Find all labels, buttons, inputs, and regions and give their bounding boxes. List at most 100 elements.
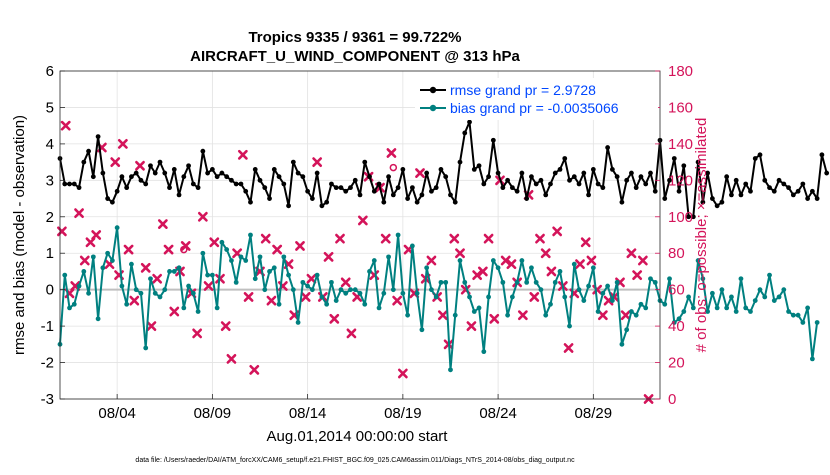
y-right-tick-label: 80 xyxy=(668,245,685,262)
obs-assimilated-marker xyxy=(295,241,305,251)
obs-assimilated-marker xyxy=(135,160,145,171)
rmse-data-point xyxy=(443,174,449,180)
bias-data-point xyxy=(214,305,220,311)
legend-bias-label: bias grand pr = -0.0035066 xyxy=(450,100,619,116)
bias-data-point xyxy=(762,294,768,300)
rmse-data-point xyxy=(705,170,711,176)
obs-assimilated-marker xyxy=(637,255,648,266)
bias-data-point xyxy=(205,272,211,278)
rmse-data-point xyxy=(86,148,91,154)
y-right-tick-label: 120 xyxy=(668,172,693,189)
rmse-data-point xyxy=(333,185,339,191)
bias-data-point xyxy=(757,287,763,293)
bias-data-point xyxy=(724,305,730,311)
y-left-tick-label: -3 xyxy=(41,391,54,408)
rmse-data-point xyxy=(533,181,539,187)
rmse-data-point xyxy=(252,167,258,172)
bias-data-point xyxy=(590,265,596,271)
obs-assimilated-marker xyxy=(392,295,403,306)
plot-frame xyxy=(59,70,661,400)
rmse-data-point xyxy=(471,167,477,172)
obs-assimilated-marker xyxy=(312,157,323,168)
rmse-data-point xyxy=(295,170,301,176)
legend: rmse grand pr = 2.9728 bias grand pr = -… xyxy=(415,78,658,120)
bias-data-point xyxy=(609,298,615,303)
rmse-data-point xyxy=(748,188,753,194)
rmse-data-point xyxy=(224,174,230,180)
rmse-data-point xyxy=(143,181,149,187)
rmse-data-point xyxy=(571,174,577,180)
bias-data-point xyxy=(700,276,706,282)
bias-data-point xyxy=(376,305,382,311)
y-left-tick-label: 0 xyxy=(46,282,54,299)
bias-data-point xyxy=(495,265,501,271)
y-axis-label-right: # of obs: o=possible; ×=assimilated xyxy=(693,118,710,353)
obs-assimilated-marker xyxy=(169,306,180,317)
bias-data-point xyxy=(600,290,606,296)
rmse-data-point xyxy=(633,185,639,191)
rmse-data-point xyxy=(676,188,682,194)
obs-possible-marker xyxy=(389,163,398,172)
obs-assimilated-marker xyxy=(455,248,465,259)
y-left-tick-label: 6 xyxy=(46,63,54,80)
bias-data-point xyxy=(462,279,468,285)
rmse-data-point xyxy=(200,148,206,154)
rmse-data-point xyxy=(119,174,125,180)
bias-data-point xyxy=(586,283,591,289)
rmse-data-point xyxy=(481,181,487,187)
y-right-tick-label: 100 xyxy=(668,209,693,226)
rmse-data-point xyxy=(800,181,806,187)
bias-data-point xyxy=(319,294,325,300)
rmse-data-point xyxy=(729,192,734,198)
bias-data-point xyxy=(619,341,625,347)
bias-data-point xyxy=(386,254,391,260)
rmse-data-point xyxy=(709,196,715,201)
bias-data-point xyxy=(605,283,611,289)
obs-assimilated-marker xyxy=(340,277,351,288)
bias-data-point xyxy=(238,254,244,260)
rmse-data-point xyxy=(105,196,111,201)
right-axis-ticks: 0 20 40 60 80 100 120 140 160 180 xyxy=(655,63,693,408)
bias-data-point xyxy=(252,276,258,282)
bias-data-point xyxy=(471,309,477,314)
obs-assimilated-marker xyxy=(152,273,163,284)
rmse-data-point xyxy=(790,192,796,198)
rmse-data-point xyxy=(490,137,496,143)
bias-data-point xyxy=(109,258,115,263)
bias-data-point xyxy=(81,269,87,274)
bias-data-point xyxy=(648,276,653,282)
bias-data-point xyxy=(671,320,677,325)
bias-data-point xyxy=(267,269,272,274)
bias-data-point xyxy=(338,287,344,293)
obs-assimilated-marker xyxy=(500,255,511,266)
rmse-data-point xyxy=(362,159,368,165)
bias-data-point xyxy=(771,298,777,303)
bias-data-point xyxy=(500,279,506,285)
bias-data-point xyxy=(343,290,349,296)
bias-data-point xyxy=(643,305,649,311)
bias-data-point xyxy=(633,312,639,318)
bias-data-point xyxy=(809,356,815,362)
rmse-data-point xyxy=(457,159,463,165)
y-left-tick-label: 5 xyxy=(46,99,54,116)
rmse-data-point xyxy=(619,199,625,205)
legend-rmse-label: rmse grand pr = 2.9728 xyxy=(450,82,596,98)
rmse-data-point xyxy=(505,177,511,183)
obs-assimilated-marker xyxy=(575,259,585,270)
x-axis-ticks: 08/04 08/09 08/14 08/19 08/24 08/29 xyxy=(98,394,612,422)
bias-data-point xyxy=(781,287,787,293)
obs-assimilated-marker xyxy=(335,233,345,244)
bias-data-point xyxy=(324,301,330,307)
bias-data-point xyxy=(62,272,68,278)
bias-data-point xyxy=(433,294,439,300)
bias-data-point xyxy=(181,305,187,311)
rmse-data-point xyxy=(652,188,658,194)
bias-data-point xyxy=(714,305,720,311)
bias-data-point xyxy=(124,301,130,307)
rmse-data-point xyxy=(290,159,296,165)
rmse-data-point xyxy=(762,177,768,183)
bias-data-point xyxy=(419,327,425,333)
rmse-data-point xyxy=(681,163,687,169)
rmse-data-point xyxy=(452,199,458,205)
bias-data-point xyxy=(200,250,206,256)
